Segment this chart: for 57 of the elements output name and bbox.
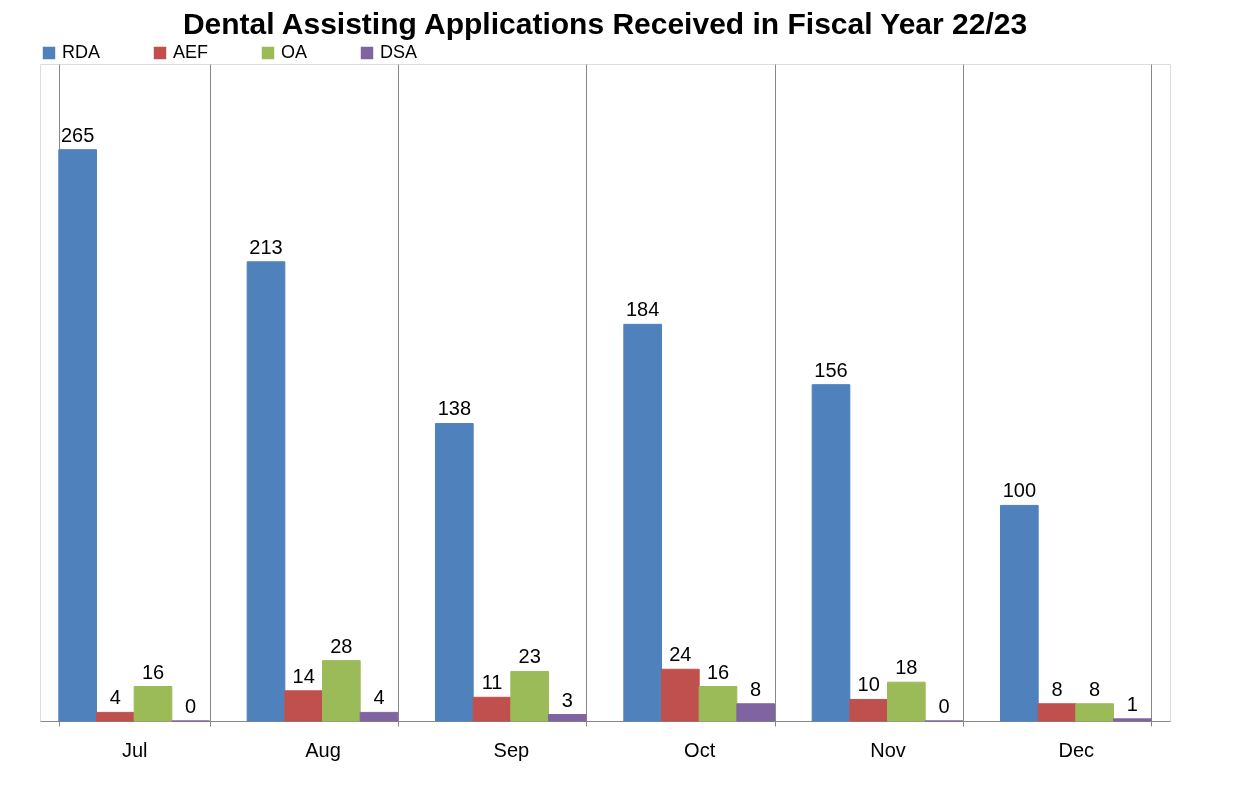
data-label: 14 <box>292 664 315 687</box>
bar <box>322 660 361 722</box>
data-label: 100 <box>1002 479 1037 502</box>
legend-label: RDA <box>62 42 101 62</box>
bar <box>1000 504 1039 722</box>
bar <box>849 698 888 722</box>
data-label: 8 <box>1089 677 1101 700</box>
bar <box>435 422 474 722</box>
bar <box>736 703 775 722</box>
bar <box>58 149 97 722</box>
bar <box>548 714 587 722</box>
bar <box>359 711 399 722</box>
data-label: 16 <box>706 660 730 683</box>
data-label: 138 <box>437 397 472 420</box>
data-label: 11 <box>481 671 503 694</box>
data-label: 3 <box>561 688 573 711</box>
bar <box>698 686 738 722</box>
data-label: 8 <box>750 677 762 700</box>
bar <box>1037 703 1077 722</box>
data-label: 184 <box>625 298 660 321</box>
data-label: 18 <box>895 656 918 679</box>
x-tick-label: Aug <box>305 738 341 761</box>
legend-label: DSA <box>380 42 418 62</box>
data-label: 10 <box>857 673 880 696</box>
data-label: 24 <box>669 643 692 666</box>
bar <box>510 670 549 722</box>
bar <box>96 711 135 722</box>
data-label: 156 <box>814 358 848 381</box>
data-label: 213 <box>249 235 283 258</box>
bar <box>1113 718 1152 722</box>
x-tick-label: Nov <box>870 738 906 761</box>
data-label: 8 <box>1051 677 1063 700</box>
data-label: 16 <box>141 660 165 683</box>
chart-title: Dental Assisting Applications Received in Fiscal Year 22/23 <box>182 7 1028 40</box>
data-label: 4 <box>109 686 121 709</box>
data-label: 265 <box>60 123 95 146</box>
bar <box>284 690 323 722</box>
x-tick-label: Jul <box>121 738 148 761</box>
bar <box>246 261 286 722</box>
bar <box>887 681 926 722</box>
bar <box>623 323 662 722</box>
bar <box>472 696 512 722</box>
bar <box>133 686 173 722</box>
bar <box>1075 703 1114 722</box>
data-label: 23 <box>518 645 541 668</box>
data-label: 1 <box>1126 692 1138 715</box>
data-label: 0 <box>185 695 197 717</box>
legend-label: AEF <box>173 42 209 62</box>
x-tick-label: Dec <box>1058 738 1095 761</box>
x-tick-label: Sep <box>493 738 530 761</box>
bar <box>661 668 700 722</box>
legend-label: OA <box>281 42 308 62</box>
bar <box>811 384 851 722</box>
x-tick-label: Oct <box>684 738 716 761</box>
data-label: 28 <box>330 634 353 657</box>
data-label: 0 <box>938 695 950 717</box>
data-label: 4 <box>373 686 385 709</box>
